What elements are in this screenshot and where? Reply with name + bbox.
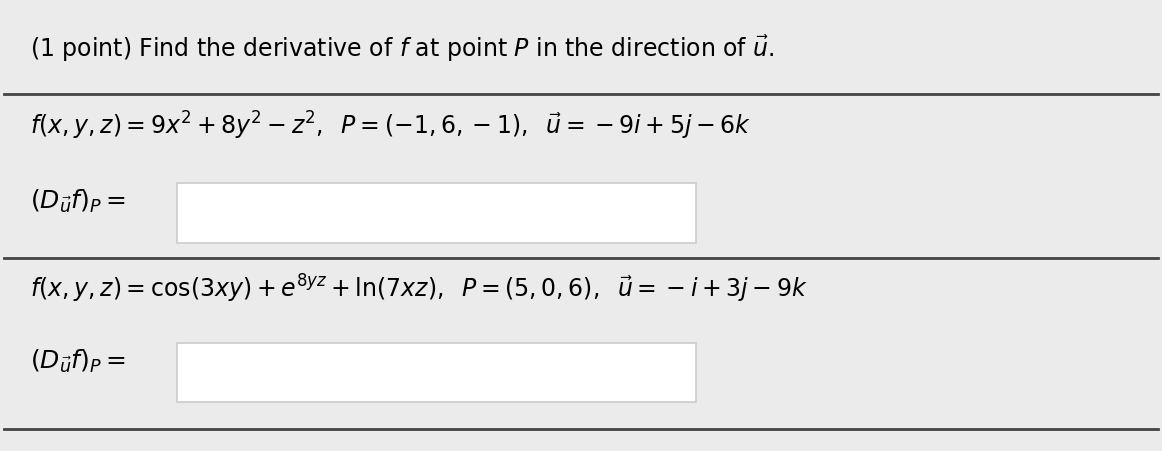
Text: (1 point) Find the derivative of $f$ at point $P$ in the direction of $\vec{u}$.: (1 point) Find the derivative of $f$ at … [29,33,774,64]
Text: $(D_{\vec{u}}f)_P =$: $(D_{\vec{u}}f)_P =$ [29,188,125,215]
Text: $f(x, y, z) = \cos(3xy) + e^{8yz} + \ln(7xz), \;\; P = (5, 0, 6), \;\; \vec{u} =: $f(x, y, z) = \cos(3xy) + e^{8yz} + \ln(… [29,272,808,304]
FancyBboxPatch shape [178,184,696,243]
Text: $f(x, y, z) = 9x^2 + 8y^2 - z^2, \;\; P = (-1, 6, -1), \;\; \vec{u} = -9i + 5j -: $f(x, y, z) = 9x^2 + 8y^2 - z^2, \;\; P … [29,110,751,142]
Text: $(D_{\vec{u}}f)_P =$: $(D_{\vec{u}}f)_P =$ [29,347,125,374]
FancyBboxPatch shape [178,343,696,403]
